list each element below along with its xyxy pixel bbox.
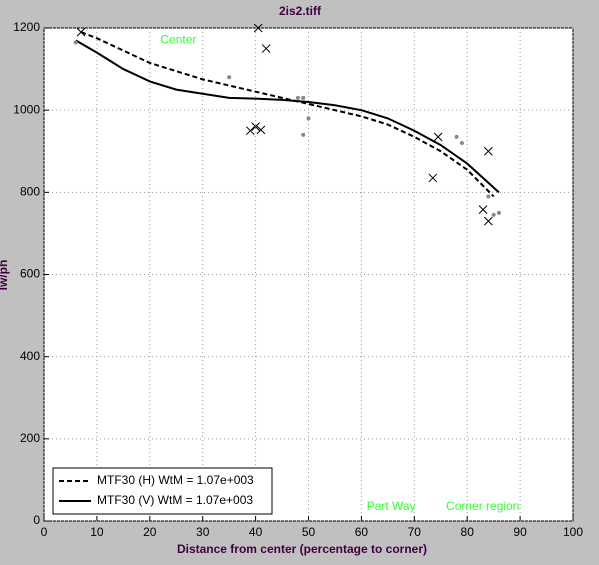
- y-tick-label: 400: [20, 349, 40, 363]
- x-tick-label: 50: [302, 525, 316, 539]
- point-x: [253, 23, 263, 33]
- line: [75, 39, 500, 194]
- point-dot: [301, 95, 306, 100]
- point-dot: [295, 95, 300, 100]
- point-x: [478, 205, 488, 214]
- point-dot: [486, 194, 491, 199]
- point-dot: [454, 134, 459, 139]
- point-dot: [496, 210, 501, 215]
- point-dot: [306, 116, 311, 121]
- annotation: Corner region: [446, 499, 519, 513]
- x-tick-label: 90: [513, 525, 527, 539]
- point-dot: [491, 212, 496, 217]
- point-dot: [73, 40, 78, 45]
- x-tick-label: 80: [461, 525, 475, 539]
- x-tick-label: 30: [196, 525, 210, 539]
- annotation: Part Way: [367, 499, 416, 513]
- legend-box: [52, 467, 273, 515]
- x-tick-label: 10: [90, 525, 104, 539]
- y-tick-label: 0: [33, 513, 40, 527]
- point-x: [261, 44, 271, 53]
- x-tick-label: 20: [143, 525, 157, 539]
- x-axis-label: Distance from center (percentage to corn…: [177, 542, 427, 556]
- legend-label: MTF30 (V) WtM = 1.07e+003: [97, 493, 253, 507]
- line: [80, 31, 495, 198]
- point-x: [76, 27, 86, 37]
- legend-label: MTF30 (H) WtM = 1.07e+003: [97, 473, 254, 487]
- point-x: [484, 216, 493, 226]
- y-tick-label: 1000: [13, 102, 40, 116]
- point-x: [433, 132, 443, 142]
- x-tick-label: 100: [563, 525, 583, 539]
- point-x: [484, 146, 493, 156]
- point-dot: [301, 132, 306, 137]
- point-x: [245, 126, 255, 136]
- point-dot: [227, 75, 232, 80]
- x-tick-label: 70: [408, 525, 422, 539]
- y-tick-label: 1200: [13, 20, 40, 34]
- y-tick-label: 200: [20, 431, 40, 445]
- y-tick-label: 800: [20, 185, 40, 199]
- point-x: [251, 122, 260, 131]
- point-x: [256, 125, 266, 135]
- point-dot: [459, 141, 464, 146]
- annotation: Center: [160, 32, 196, 46]
- y-tick-label: 600: [20, 267, 40, 281]
- point-x: [428, 173, 438, 183]
- x-tick-label: 40: [249, 525, 263, 539]
- x-tick-label: 60: [355, 525, 369, 539]
- chart-title: 2is2.tiff: [279, 4, 322, 18]
- x-tick-label: 0: [41, 525, 48, 539]
- y-axis-label: lw/ph: [0, 260, 10, 291]
